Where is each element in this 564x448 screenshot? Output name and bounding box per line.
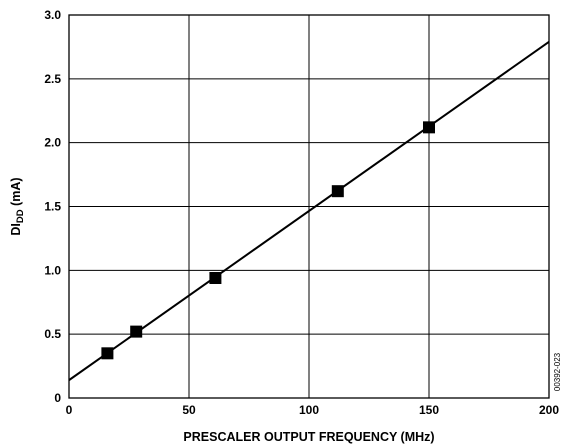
y-axis-title-main: DI	[9, 223, 23, 236]
x-tick-label: 0	[66, 403, 73, 417]
tick-labels: 0 50 100 150 200 0 0.5 1.0 1.5 2.0 2.5 3.0	[44, 8, 559, 417]
y-tick-label: 0.5	[44, 327, 61, 341]
grid	[68, 14, 550, 399]
plot-frame	[68, 14, 550, 399]
data-point	[209, 271, 222, 284]
y-tick-label: 0	[54, 391, 61, 405]
y-axis-title: DIDD (mA)	[9, 177, 26, 235]
y-axis-title-subscript: DD	[15, 209, 26, 223]
data-point	[130, 325, 143, 338]
y-tick-label: 3.0	[44, 8, 61, 22]
figure-id: 00392-023	[553, 352, 562, 391]
x-tick-label: 50	[182, 403, 196, 417]
data-point	[101, 347, 114, 360]
y-tick-label: 2.5	[44, 72, 61, 86]
x-tick-label: 150	[419, 403, 439, 417]
data-point	[331, 185, 344, 198]
trend-line	[68, 40, 550, 381]
y-axis-title-suffix: (mA)	[9, 177, 23, 209]
data-point	[423, 121, 435, 134]
x-tick-label: 100	[299, 403, 319, 417]
series-layer	[68, 40, 550, 381]
x-axis-title: PRESCALER OUTPUT FREQUENCY (MHz)	[183, 430, 434, 444]
y-tick-label: 2.0	[44, 136, 61, 150]
y-tick-label: 1.0	[44, 263, 61, 277]
y-tick-label: 1.5	[44, 200, 61, 214]
x-tick-label: 200	[539, 403, 559, 417]
